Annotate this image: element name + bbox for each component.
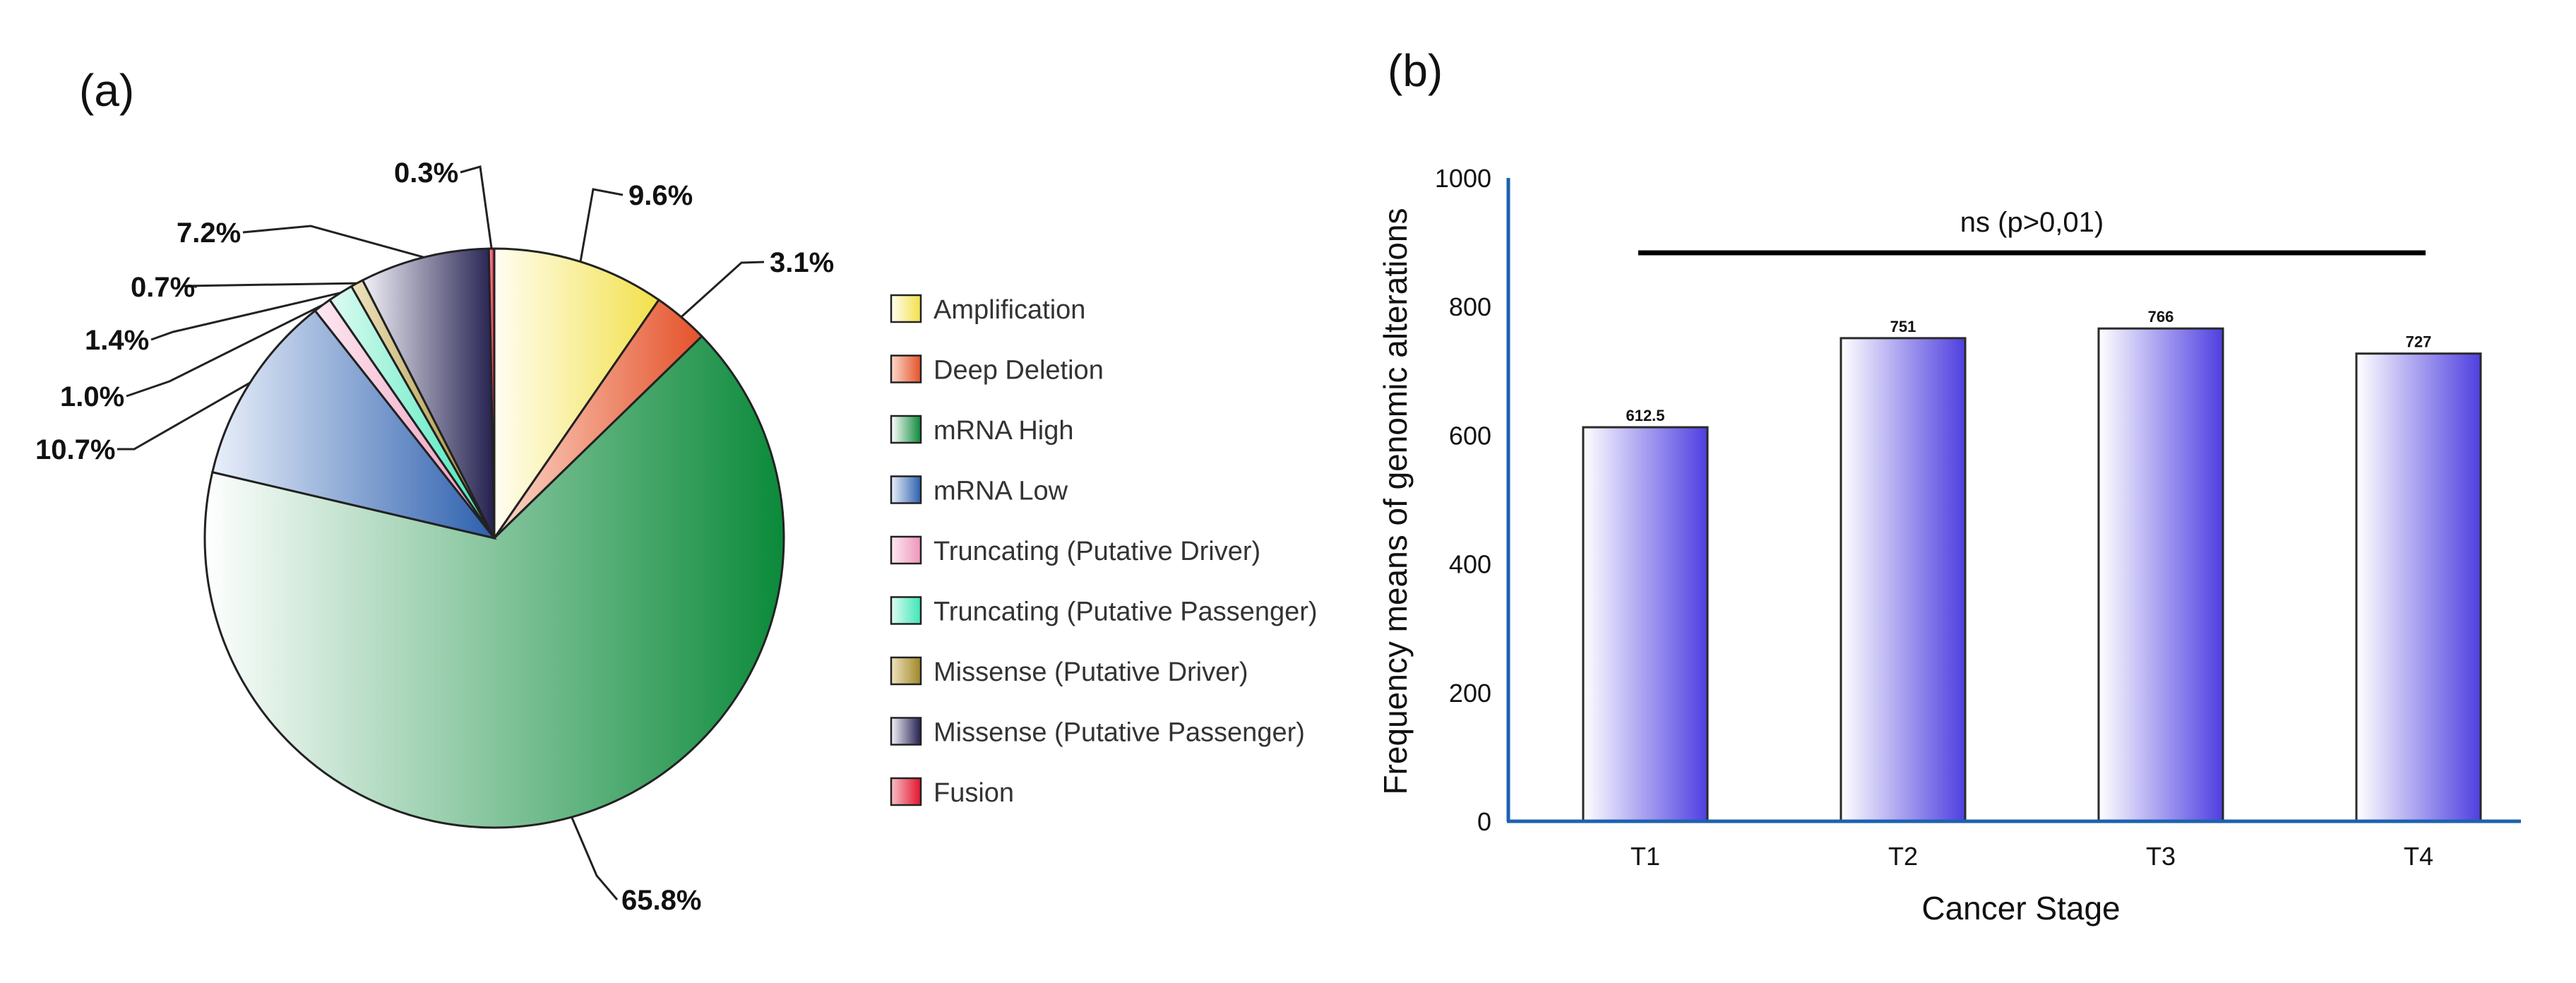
- x-axis-title: Cancer Stage: [1921, 890, 2120, 927]
- y-tick-label: 800: [1449, 292, 1491, 321]
- x-tick-label-t2: T2: [1888, 842, 1918, 871]
- legend-label-missense-putative-driver: Missense (Putative Driver): [934, 657, 1248, 687]
- y-tick-label: 200: [1449, 679, 1491, 708]
- y-tick-label: 1000: [1435, 164, 1491, 193]
- significance-label: ns (p>0,01): [1960, 207, 2104, 238]
- legend-label-truncating-putative-driver: Truncating (Putative Driver): [934, 537, 1260, 566]
- y-axis-title: Frequency means of genomic alterations: [1377, 208, 1414, 795]
- legend-label-amplification: Amplification: [934, 295, 1085, 325]
- panel-a-label: (a): [79, 65, 134, 116]
- legend-swatch-truncating-putative-passenger: [890, 596, 922, 625]
- legend-swatch-missense-putative-passenger: [890, 717, 922, 746]
- legend-swatch-deep-deletion: [890, 355, 922, 383]
- axes: [1506, 178, 2521, 823]
- pie-legend: Amplification Deep Deletion mRNA High mRNA …: [890, 294, 1318, 808]
- legend-swatch-mrna-high: [890, 415, 922, 444]
- legend-swatch-fusion: [890, 777, 922, 806]
- legend-label-mrna-low: mRNA Low: [934, 477, 1068, 506]
- y-tick-label: 0: [1477, 807, 1491, 836]
- legend-label-fusion: Fusion: [934, 778, 1014, 808]
- bar-t4: [2355, 352, 2482, 823]
- panel-b-label: (b): [1388, 45, 1443, 96]
- bars: 612.5 751 766 727: [1582, 308, 2482, 823]
- pie-label-amplification: 9.6%: [628, 180, 693, 211]
- pie-slice-fusion: [487, 247, 496, 539]
- x-tick-label-t1: T1: [1630, 842, 1660, 871]
- pie-leader-line: [460, 165, 493, 249]
- pie-label-mrna-high: 65.8%: [621, 885, 701, 916]
- pie-label-deep-deletion: 3.1%: [770, 247, 834, 278]
- bar-value-label-t1: 612.5: [1626, 407, 1664, 424]
- legend-label-mrna-high: mRNA High: [934, 416, 1074, 446]
- bar-value-label-t4: 727: [2406, 333, 2432, 351]
- legend-label-missense-putative-passenger: Missense (Putative Passenger): [934, 718, 1305, 748]
- pie-slice-missense-putative-passenger: [361, 247, 496, 539]
- x-tick-label-t3: T3: [2146, 842, 2176, 871]
- pie-label-missense-putative-driver: 0.7%: [131, 272, 195, 303]
- pie-slice-mrna-low: [210, 309, 497, 540]
- pie-label-mrna-low: 10.7%: [35, 434, 115, 465]
- pie-label-missense-putative-passenger: 7.2%: [177, 218, 241, 249]
- pie-leader-line: [680, 261, 765, 318]
- pie-leader-line: [571, 816, 619, 900]
- legend-swatch-mrna-low: [890, 475, 922, 504]
- pie-leader-line: [126, 304, 323, 398]
- pie-label-truncating-putative-driver: 1.0%: [60, 381, 124, 412]
- legend-label-deep-deletion: Deep Deletion: [934, 356, 1104, 386]
- legend-swatch-amplification: [890, 294, 922, 323]
- legend-swatch-truncating-putative-driver: [890, 535, 922, 565]
- y-tick-label: 600: [1449, 421, 1491, 450]
- pie-leader-line: [183, 282, 357, 288]
- bar-value-label-t2: 751: [1890, 318, 1916, 335]
- y-tick-label: 400: [1449, 550, 1491, 579]
- y-axis-ticks: 0 200 400 600 800 1000: [1435, 164, 1491, 836]
- x-tick-label-t4: T4: [2404, 842, 2433, 871]
- pie-leader-line: [242, 225, 424, 258]
- bar-value-label-t3: 766: [2148, 308, 2174, 326]
- pie-labels: 9.6% 3.1% 65.8% 10.7% 1.0% 1.4% 0.7% 7.2% 0.3%: [35, 157, 834, 916]
- bar-t2: [1839, 337, 1967, 823]
- pie-chart-panel: (a) 9.6% 3.1% 65.8% 10.7% 1.0% 1.4% 0.7% 7.2% 0.…: [35, 65, 1318, 916]
- pie-label-truncating-putative-passenger: 1.4%: [85, 325, 149, 356]
- significance-annotation: ns (p>0,01): [1638, 207, 2426, 256]
- pie-leader-line: [150, 292, 341, 341]
- pie-slice-amplification: [493, 247, 661, 542]
- pie-slice-mrna-high: [203, 335, 785, 829]
- legend-swatch-missense-putative-driver: [890, 656, 922, 686]
- bar-t3: [2097, 327, 2224, 823]
- legend-label-truncating-putative-passenger: Truncating (Putative Passenger): [934, 597, 1318, 627]
- pie-leader-line: [117, 381, 251, 451]
- pie-label-fusion: 0.3%: [394, 157, 458, 189]
- pie-leader-line: [579, 188, 624, 262]
- bar-t1: [1582, 426, 1709, 823]
- x-axis-ticks: T1 T2 T3 T4: [1630, 842, 2433, 871]
- pie-slices: [203, 247, 785, 829]
